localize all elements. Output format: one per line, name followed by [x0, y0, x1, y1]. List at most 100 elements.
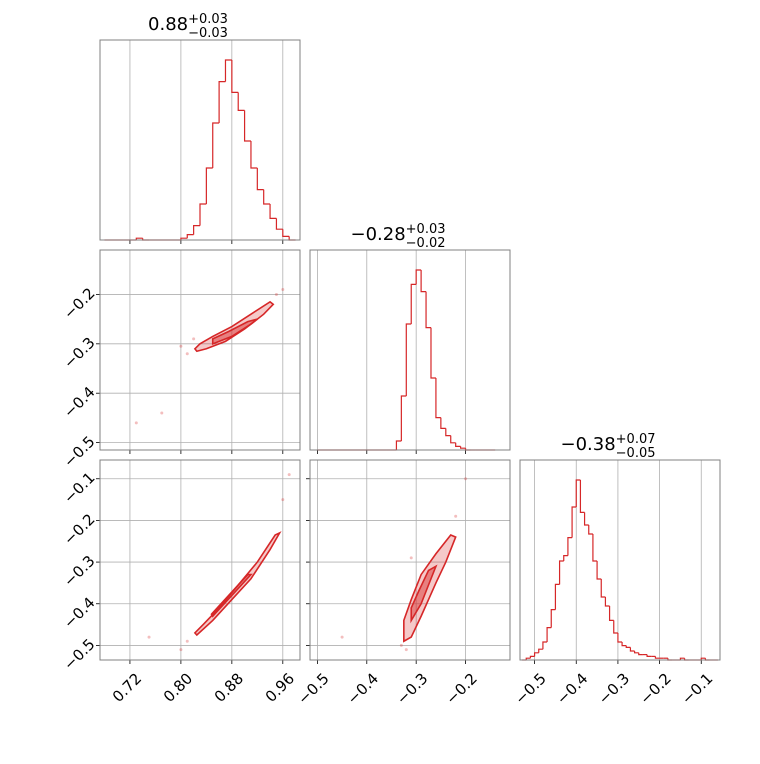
sample-point [409, 556, 413, 560]
x-tick-label: −0.2 [442, 670, 480, 708]
hist-bin [440, 417, 446, 429]
hist-bin [237, 92, 245, 111]
hist-bin [596, 561, 602, 580]
hist-bin [579, 480, 585, 513]
hist-bin [288, 236, 296, 241]
hist-bin [269, 204, 277, 219]
x-tick-label: −0.1 [678, 670, 716, 708]
hist-bin [583, 512, 589, 526]
title-median: 0.88 [148, 14, 188, 35]
contour [403, 534, 457, 643]
hist-bin [460, 446, 466, 449]
sample-point [185, 352, 189, 356]
hist-bin [563, 555, 568, 561]
hist-bin [430, 327, 436, 379]
contour [210, 573, 253, 618]
density [147, 473, 291, 652]
hist-bin [400, 395, 407, 441]
hist-bin [625, 645, 631, 648]
hist-bin [435, 378, 441, 419]
density [340, 477, 468, 652]
hist-bin [282, 229, 290, 237]
hist-bin [646, 654, 652, 657]
panel-frame [309, 249, 511, 451]
y-tick-label: −0.4 [60, 383, 98, 421]
sample-point [185, 639, 189, 643]
title-median: −0.28 [350, 224, 405, 245]
y-tick-label: −0.5 [60, 635, 98, 673]
hist-bin [218, 81, 226, 123]
hist-bin [571, 506, 577, 538]
sample-point [179, 648, 183, 652]
panel-frame [99, 249, 301, 451]
hist-bin [542, 641, 548, 650]
x-tick-label: 0.96 [262, 670, 298, 706]
hist-bin [425, 291, 431, 329]
sample-point [281, 498, 285, 502]
hist-bin [617, 633, 623, 643]
hist-bin [455, 442, 461, 447]
panel-title: −0.38+0.07 −0.05 [560, 432, 655, 461]
sample-point [340, 635, 344, 639]
title-plus: +0.03 [406, 222, 446, 237]
hist-bin [558, 560, 564, 585]
sample-point [404, 648, 408, 652]
x-tick-label: 0.72 [109, 670, 145, 706]
hist-bin [135, 237, 143, 240]
hist-bin [180, 237, 188, 240]
hist-bin [525, 657, 531, 660]
hist-bin [231, 60, 239, 93]
hist-bin [275, 218, 283, 230]
hist-bin [613, 620, 618, 634]
hist-bin [193, 225, 200, 235]
hist-bin [186, 234, 194, 239]
hist-bin [420, 270, 427, 293]
hist-bin [415, 269, 422, 285]
hist-bin [629, 647, 635, 652]
x-tick-label: 0.88 [211, 670, 247, 706]
panel-frame [99, 459, 301, 661]
contour [211, 318, 258, 345]
hist-bin [243, 110, 251, 142]
y-tick-label: −0.4 [60, 594, 98, 632]
hist-bin [600, 579, 606, 598]
hist-bin [263, 189, 271, 205]
hist-bin [633, 651, 639, 654]
x-tick-label: −0.4 [553, 670, 591, 708]
hist-bin [224, 59, 232, 82]
hist-bin [212, 122, 220, 168]
hist-bin [205, 167, 213, 204]
sample-point [160, 411, 164, 415]
y-tick-label: −0.5 [60, 432, 98, 470]
hist-bin [256, 168, 264, 191]
panel-title: −0.28+0.03 −0.02 [350, 222, 445, 251]
sample-point [147, 635, 151, 639]
hist-bin [395, 440, 402, 450]
y-tick-label: −0.2 [60, 284, 98, 322]
hist-bin [250, 141, 258, 169]
hist-bin [608, 606, 614, 621]
sample-point [274, 292, 278, 296]
hist-bin [199, 203, 207, 226]
histogram [317, 269, 496, 451]
title-minus: −0.03 [188, 26, 228, 41]
x-tick-label: −0.5 [511, 670, 549, 708]
title-minus: −0.02 [406, 236, 446, 251]
title-plus: +0.03 [188, 12, 228, 27]
panel-frame [99, 39, 301, 241]
hist-bin [679, 657, 685, 660]
panel-frame [309, 459, 511, 661]
y-tick-label: −0.3 [60, 334, 98, 372]
x-tick-label: −0.5 [294, 670, 332, 708]
sample-point [287, 473, 291, 477]
histogram [104, 59, 296, 241]
sample-point [399, 643, 403, 647]
y-tick-label: −0.3 [60, 552, 98, 590]
hist-bin [546, 627, 552, 642]
sample-point [454, 514, 458, 518]
hist-bin [567, 537, 573, 556]
x-tick-label: −0.3 [393, 670, 431, 708]
title-median: −0.38 [560, 434, 615, 455]
x-tick-label: −0.3 [595, 670, 633, 708]
